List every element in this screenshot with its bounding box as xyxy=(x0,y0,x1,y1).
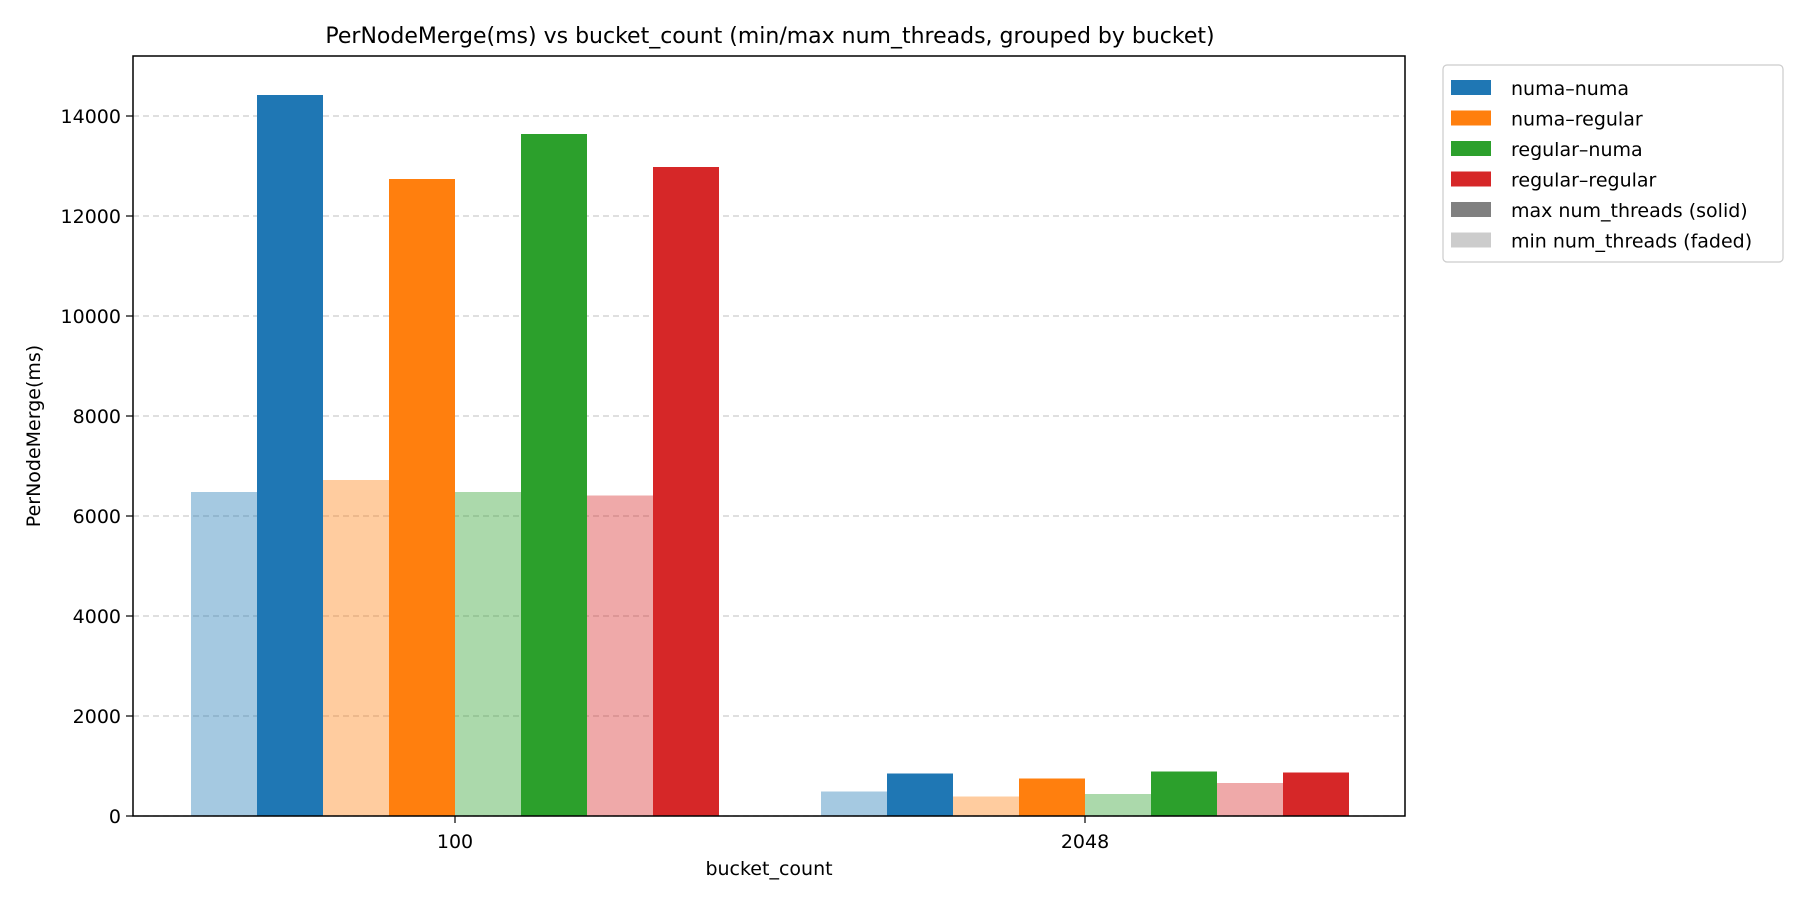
chart-title: PerNodeMerge(ms) vs bucket_count (min/ma… xyxy=(325,24,1214,49)
legend-label: numa–regular xyxy=(1511,109,1643,131)
y-tick-label: 8000 xyxy=(73,406,121,428)
bar-min-threads xyxy=(455,492,521,816)
bar-max-threads xyxy=(257,95,323,816)
legend-frame xyxy=(1442,64,1784,263)
bar-max-threads xyxy=(1151,771,1217,816)
x-axis-label: bucket_count xyxy=(705,858,832,880)
legend-label: regular–regular xyxy=(1511,170,1657,192)
y-tick-label: 4000 xyxy=(73,606,121,628)
bar-max-threads xyxy=(887,773,953,816)
y-tick-label: 10000 xyxy=(61,306,121,328)
legend-swatch xyxy=(1451,110,1491,126)
bar-max-threads xyxy=(521,134,587,816)
plot-frame xyxy=(132,55,1406,817)
legend-swatch xyxy=(1451,141,1491,156)
bar-min-threads xyxy=(1217,783,1283,816)
legend-swatch xyxy=(1451,171,1491,187)
bar-max-threads xyxy=(1019,778,1085,816)
bar-min-threads xyxy=(191,492,257,816)
legend-label: regular–numa xyxy=(1511,139,1643,161)
bar-max-threads xyxy=(1283,772,1349,816)
axis-ticks: 0 2000 4000 6000 8000 10000 12000 14000 100 2048 xyxy=(61,106,1110,853)
legend-label: max num_threads (solid) xyxy=(1511,200,1748,222)
legend-label: numa–numa xyxy=(1511,78,1629,100)
y-tick-label: 12000 xyxy=(61,206,121,228)
gridlines xyxy=(133,115,1405,817)
bar-min-threads xyxy=(323,480,389,816)
bar-min-threads xyxy=(953,796,1019,816)
legend: numa–numa numa–regular regular–numa regular… xyxy=(1442,64,1784,263)
y-tick-label: 2000 xyxy=(73,706,121,728)
x-tick-label: 2048 xyxy=(1061,831,1109,853)
legend-swatch xyxy=(1451,80,1491,95)
bar-min-threads xyxy=(587,495,653,816)
y-tick-label: 6000 xyxy=(73,506,121,528)
legend-swatch xyxy=(1451,202,1491,217)
bar-max-threads xyxy=(389,179,455,816)
bar-min-threads xyxy=(1085,794,1151,816)
y-tick-label: 14000 xyxy=(61,106,121,128)
legend-label: min num_threads (faded) xyxy=(1511,231,1752,253)
bars xyxy=(191,95,1349,816)
bar-max-threads xyxy=(653,167,719,816)
y-tick-label: 0 xyxy=(109,806,121,828)
y-axis-label: PerNodeMerge(ms) xyxy=(23,345,45,527)
bar-min-threads xyxy=(821,791,887,816)
x-tick-label: 100 xyxy=(437,831,473,853)
legend-swatch xyxy=(1451,232,1491,248)
